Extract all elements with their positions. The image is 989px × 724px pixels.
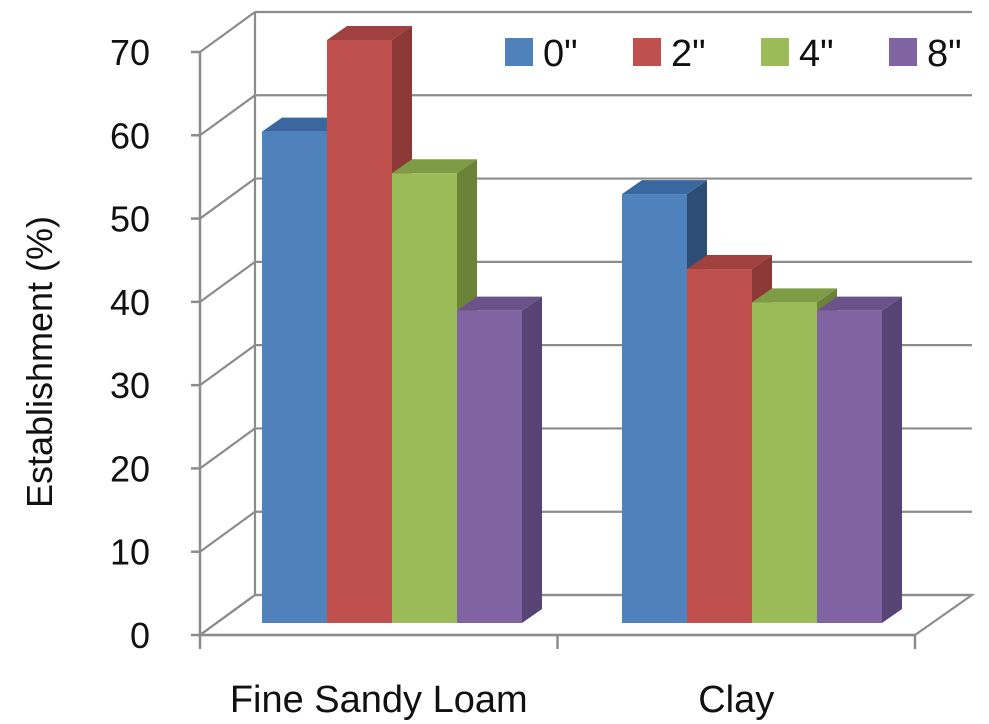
gridline-diagonal [199, 427, 256, 470]
bar-top-face [327, 26, 412, 40]
gridline-diagonal [199, 11, 256, 53]
bar-top-face [457, 296, 542, 311]
bar-front-face [262, 131, 327, 623]
legend-swatch [889, 38, 917, 66]
legend-label: 0" [543, 33, 578, 75]
legend-label: 4" [799, 33, 834, 75]
y-tick-label: 50 [110, 199, 150, 240]
y-tick-labels: 0 10 20 30 40 50 60 70 [110, 32, 150, 656]
bar-front-face [687, 269, 752, 623]
bar-top-face [622, 180, 707, 195]
x-category-labels: Fine Sandy Loam Clay [230, 679, 774, 721]
bar [457, 296, 542, 623]
bars [262, 26, 902, 624]
gridline-diagonal [199, 177, 256, 220]
bar-top-face [687, 255, 772, 270]
legend-swatch [505, 38, 533, 66]
y-tick-label: 20 [110, 448, 150, 489]
y-tick-label: 10 [110, 532, 150, 573]
bar-side-face [522, 296, 542, 623]
gridline-diagonal [199, 94, 256, 137]
y-tick-label: 40 [110, 282, 150, 323]
bar-top-face [817, 296, 902, 311]
y-tick-label: 30 [110, 365, 150, 406]
y-tick-label: 70 [110, 32, 150, 73]
bar-front-face [457, 310, 522, 623]
legend-swatch [633, 38, 661, 66]
gridline-diagonal [199, 594, 256, 636]
bar-top-face [392, 159, 477, 174]
bar-front-face [622, 194, 687, 624]
bar-front-face [392, 173, 457, 623]
x-category-label: Fine Sandy Loam [230, 679, 528, 721]
legend-item: 0" [505, 33, 578, 75]
y-axis-title: Establishment (%) [19, 216, 60, 508]
axes [191, 50, 917, 649]
bar-front-face [327, 40, 392, 623]
legend-item: 8" [889, 33, 962, 75]
gridline-diagonal [199, 510, 256, 553]
bar [817, 296, 902, 623]
legend-label: 2" [671, 33, 706, 75]
legend-swatch [761, 38, 789, 66]
gridline-diagonal [199, 260, 256, 303]
y-tick-label: 60 [110, 115, 150, 156]
bar-front-face [817, 310, 882, 623]
y-tick-label: 0 [130, 615, 150, 656]
bar-front-face [752, 302, 817, 623]
bar-top-face [752, 288, 837, 303]
legend-item: 2" [633, 33, 706, 75]
legend: 0" 2" 4" 8" [505, 33, 962, 75]
bar-top-face [262, 117, 347, 132]
bar-side-face [882, 296, 902, 623]
gridline-diagonal [199, 344, 256, 387]
x-category-label: Clay [698, 679, 774, 721]
legend-item: 4" [761, 33, 834, 75]
legend-label: 8" [927, 33, 962, 75]
